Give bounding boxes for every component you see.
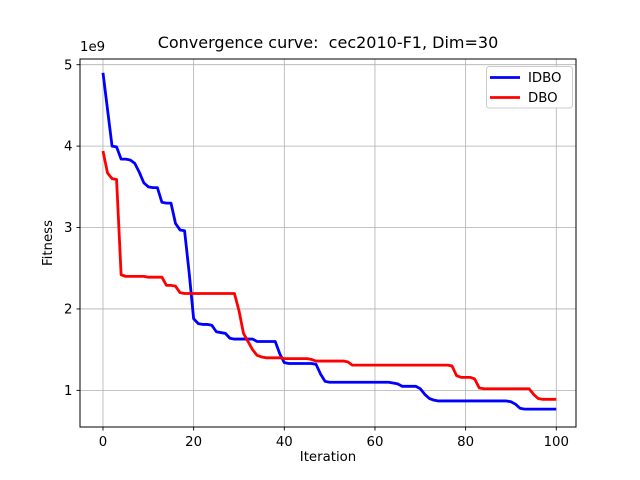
legend-label-dbo: DBO [528, 91, 558, 106]
y-tick-label: 3 [64, 221, 72, 236]
grid-lines [80, 59, 576, 427]
y-axis-label: Fitness [41, 220, 56, 266]
series-line-idbo [101, 72, 557, 411]
legend: IDBO DBO [486, 66, 573, 109]
x-tick-label: 0 [99, 435, 107, 450]
x-tick-label: 80 [457, 435, 474, 450]
axis-tick-labels: 0 20 40 60 80 100 1 2 3 4 5 [64, 58, 569, 450]
y-tick-label: 5 [64, 58, 72, 73]
data-series [101, 72, 557, 411]
plot-border [79, 58, 577, 428]
y-tick-label: 1 [64, 384, 72, 399]
series-line-dbo [101, 150, 557, 401]
x-tick-label: 20 [185, 435, 202, 450]
chart-title: Convergence curve: cec2010-F1, Dim=30 [158, 33, 499, 52]
y-tick-label: 4 [64, 140, 72, 155]
x-tick-label: 40 [276, 435, 293, 450]
x-tick-label: 100 [544, 435, 569, 450]
y-tick-label: 2 [64, 303, 72, 318]
y-axis-offset-label: 1e9 [80, 40, 105, 55]
x-axis-label: Iteration [300, 450, 356, 465]
legend-label-idbo: IDBO [528, 71, 562, 86]
x-tick-label: 60 [367, 435, 384, 450]
axis-ticks [76, 64, 557, 431]
